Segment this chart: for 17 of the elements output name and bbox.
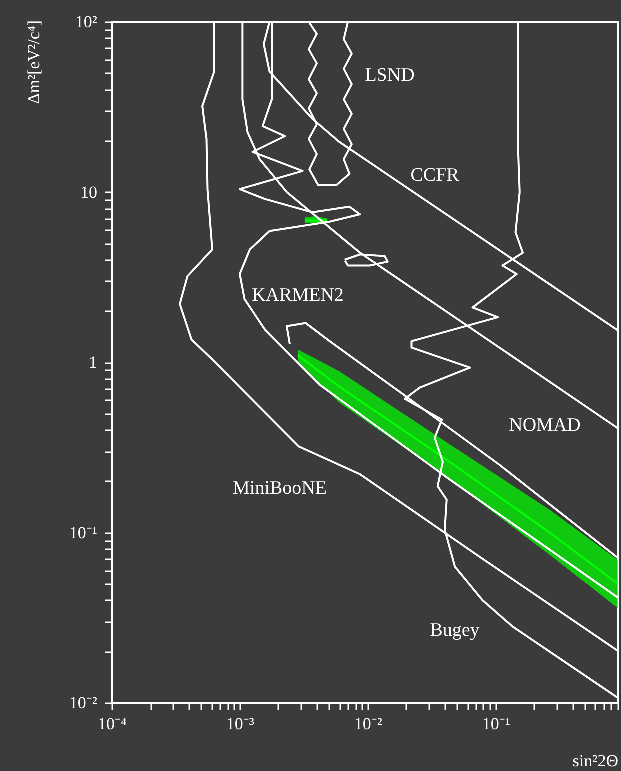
y-tick-label: 10⁻² <box>69 694 98 712</box>
y-axis-title: Δm²[eV²/c⁴] <box>24 20 44 104</box>
x-tick-label: 10⁻⁴ <box>98 714 128 734</box>
annotation: NOMAD <box>509 415 581 436</box>
y-tick-label: 10² <box>75 12 98 32</box>
annotation: KARMEN2 <box>252 285 344 306</box>
y-tick-label: 10 <box>80 182 98 202</box>
x-axis-title: sin²2Θ <box>572 752 618 770</box>
annotation: MiniBooNE <box>233 478 327 499</box>
annotation: CCFR <box>410 165 460 186</box>
annotation: Bugey <box>430 620 480 641</box>
x-tick-label: 10⁻³ <box>226 714 255 734</box>
y-tick-label: 10⁻¹ <box>69 523 98 542</box>
annotation: LSND <box>365 65 415 86</box>
x-tick-label: 10⁻² <box>354 714 382 734</box>
x-tick-label: 10⁻¹ <box>482 714 510 734</box>
y-tick-label: 1 <box>89 353 98 372</box>
